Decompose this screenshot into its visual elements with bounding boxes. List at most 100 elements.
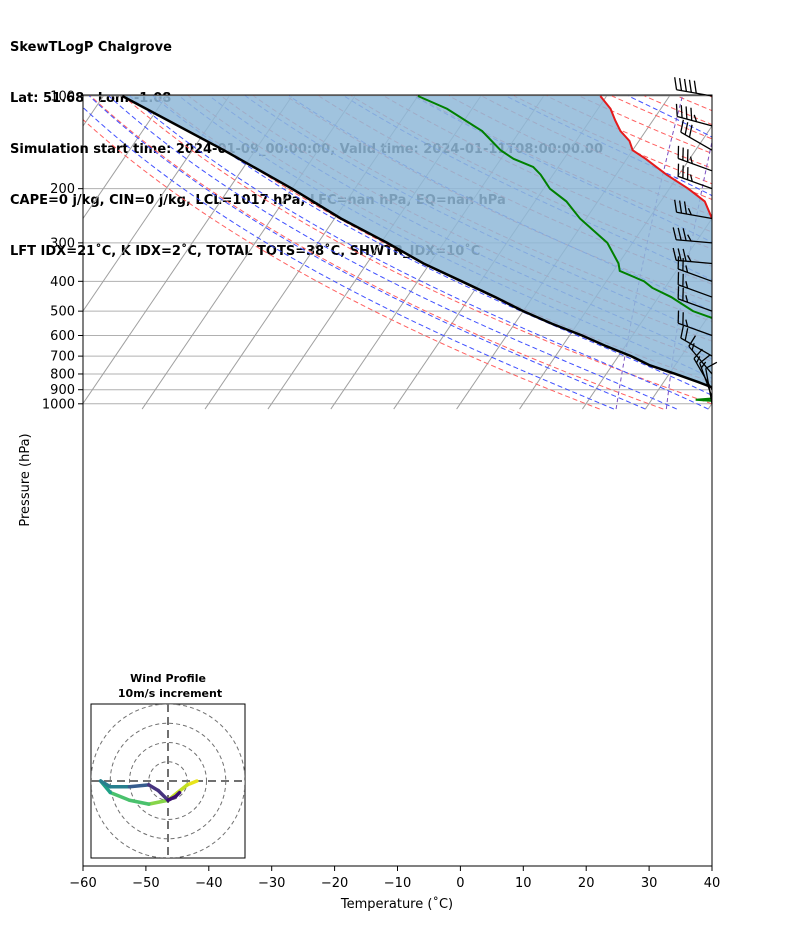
hodograph-segment xyxy=(173,790,182,799)
wind-barb-shaft xyxy=(677,115,713,127)
hodograph-segment xyxy=(156,788,170,802)
x-tick-label: 10 xyxy=(515,876,532,891)
wind-barb-feather xyxy=(687,234,692,242)
x-tick-label: 20 xyxy=(578,876,595,891)
wind-barb-shaft xyxy=(677,298,713,312)
dewpoint-line xyxy=(417,95,712,402)
hodograph-title: Wind Profile xyxy=(130,672,206,685)
moist-adiabat-line xyxy=(108,95,677,410)
wind-barb-feather xyxy=(677,227,682,241)
wind-barb-feather xyxy=(678,200,683,214)
wind-barb-shaft xyxy=(680,337,713,357)
x-tick-label: −10 xyxy=(384,876,411,891)
x-tick-label: −50 xyxy=(132,876,159,891)
wind-barb-feather xyxy=(684,122,689,135)
wind-barb-shaft xyxy=(677,157,713,172)
wind-barb-feather xyxy=(674,77,678,90)
hodograph-segment xyxy=(147,798,170,806)
wind-barb-shaft xyxy=(705,368,713,404)
x-tick-label: −20 xyxy=(321,876,348,891)
x-tick-label: −30 xyxy=(258,876,285,891)
wind-barb xyxy=(674,199,713,220)
wind-barb xyxy=(705,361,718,404)
wind-barb-feather xyxy=(687,207,692,216)
y-tick-label: 400 xyxy=(50,275,75,290)
x-tick-label: 0 xyxy=(456,876,464,891)
y-tick-label: 600 xyxy=(50,329,75,344)
y-tick-label: 200 xyxy=(50,182,75,197)
isotherm-line xyxy=(83,95,230,312)
wind-barb-shaft xyxy=(677,322,713,337)
wind-barb-feather xyxy=(688,335,697,347)
wind-barb-feather xyxy=(678,78,683,91)
wind-barb xyxy=(680,119,713,151)
wind-barb xyxy=(677,163,713,190)
wind-barb-feather xyxy=(691,343,695,351)
wind-barb-shaft xyxy=(677,268,713,282)
mixing-ratio-line xyxy=(720,96,765,409)
x-tick-label: −40 xyxy=(195,876,222,891)
wind-barb xyxy=(672,247,713,265)
wind-barb-feather xyxy=(684,328,689,341)
wind-barb-feather xyxy=(688,124,693,138)
dry-adiabat-line xyxy=(83,118,600,410)
wind-barb-feather xyxy=(672,227,677,240)
moist-adiabat-line xyxy=(83,106,615,410)
moist-adiabat-line xyxy=(771,96,794,409)
hodograph-segment xyxy=(98,779,112,789)
y-tick-label: 100 xyxy=(50,90,75,105)
wind-barb xyxy=(674,77,713,97)
wind-barb-shaft xyxy=(680,131,713,151)
wind-barb xyxy=(677,272,713,298)
wind-barb xyxy=(677,286,713,312)
y-tick-label: 300 xyxy=(50,236,75,251)
wind-barb-feather xyxy=(690,107,693,121)
cape-fill-layer xyxy=(122,96,712,388)
wind-barb xyxy=(677,310,713,337)
y-tick-label: 1000 xyxy=(42,397,75,412)
wind-barb-feather xyxy=(680,119,684,133)
parcel-line xyxy=(121,95,712,389)
wind-barb-feather xyxy=(700,361,707,369)
wind-barb xyxy=(677,256,713,282)
hodograph-segment xyxy=(127,798,151,806)
wind-barb-feather xyxy=(680,105,683,118)
wind-barb-feather xyxy=(674,199,678,213)
cape-area xyxy=(122,96,712,388)
wind-barb xyxy=(672,227,713,244)
wind-barb-feather xyxy=(685,265,689,273)
wind-barb-feather xyxy=(685,295,689,303)
wind-barb-feather xyxy=(685,281,689,289)
wind-barb-feather xyxy=(685,106,688,120)
x-tick-label: 30 xyxy=(641,876,658,891)
moist-adiabat-line xyxy=(129,95,709,410)
wind-barb-feather xyxy=(695,356,701,364)
hodograph-segment xyxy=(127,783,151,789)
y-tick-label: 900 xyxy=(50,383,75,398)
wind-barb-feather xyxy=(682,228,687,241)
wind-barb-feather xyxy=(689,174,693,182)
wind-barb-feather xyxy=(685,319,689,327)
wind-barb-feather xyxy=(705,361,718,369)
dry-adiabat-line xyxy=(709,95,712,98)
wind-barb-shaft xyxy=(676,211,713,220)
wind-barbs xyxy=(672,77,718,404)
wind-barb-feather xyxy=(693,348,703,359)
wind-barb-feather xyxy=(672,247,677,261)
isotherm-line xyxy=(771,96,794,409)
wind-barb-feather xyxy=(683,78,688,92)
wind-barb-feather xyxy=(693,80,697,94)
dry-adiabat-line xyxy=(122,95,712,405)
chart-title: SkewTLogP Chalgrove xyxy=(10,40,172,55)
wind-barb-feather xyxy=(682,248,687,262)
wind-barb-feather xyxy=(688,79,692,93)
wind-barb-shaft xyxy=(677,175,713,190)
wind-barb-feather xyxy=(680,325,684,339)
hodograph-segment xyxy=(108,790,132,802)
dry-adiabat-line xyxy=(742,96,794,409)
wind-barb-feather xyxy=(683,201,688,215)
y-tick-label: 700 xyxy=(50,350,75,365)
hodograph-ring xyxy=(129,742,207,820)
